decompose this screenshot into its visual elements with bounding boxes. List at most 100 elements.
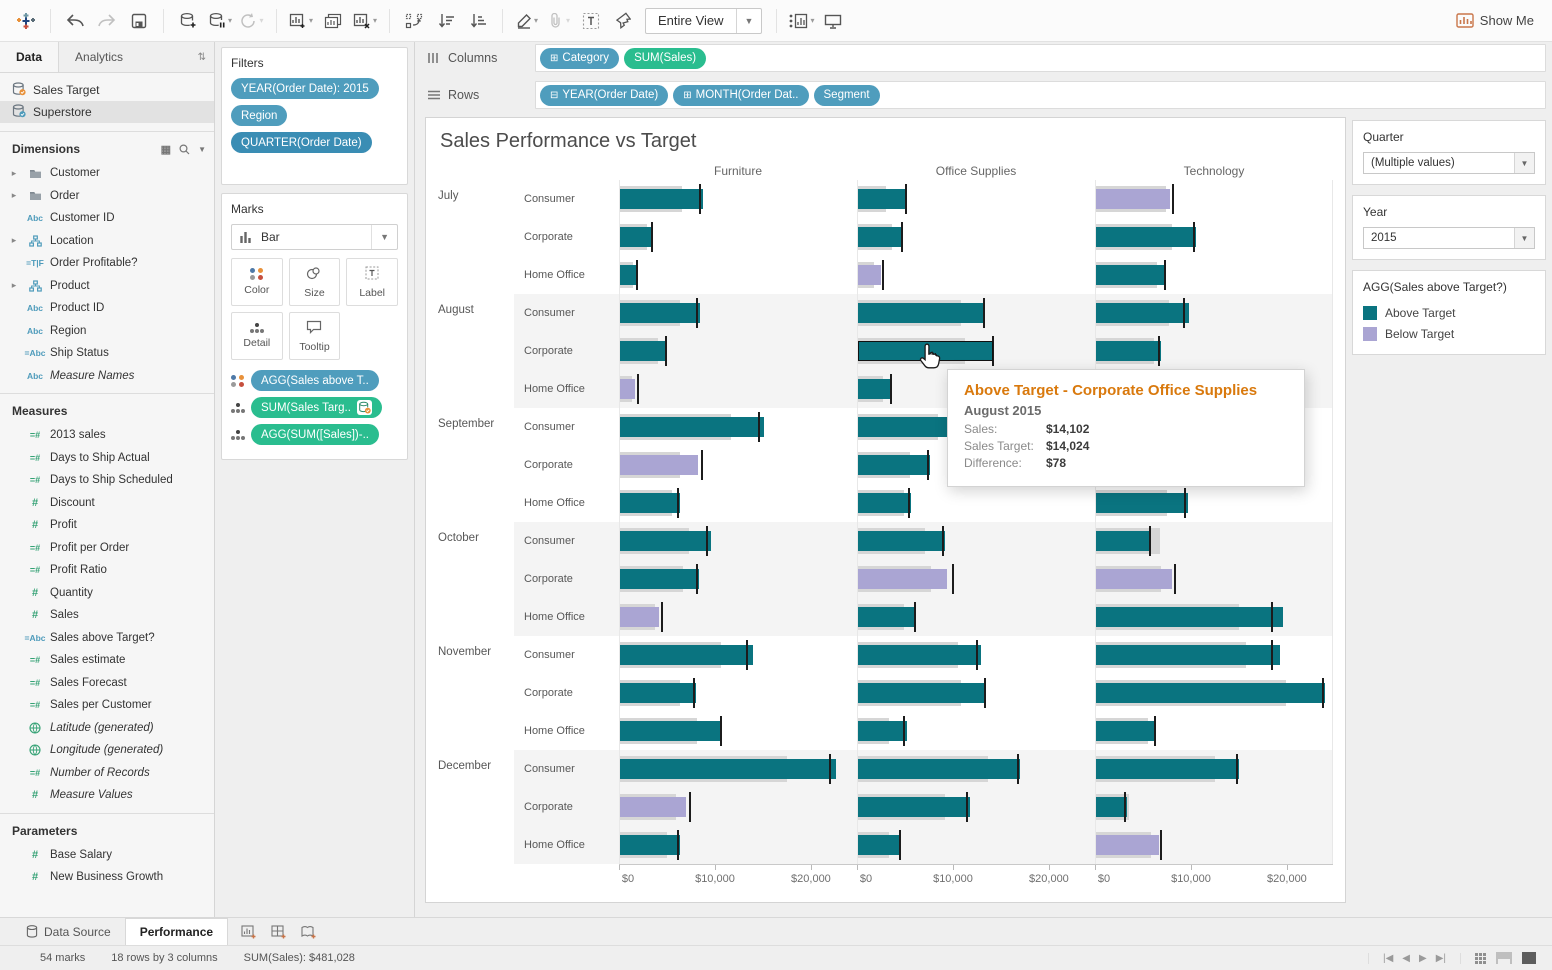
view-data-grid-icon[interactable]: ▦ — [160, 143, 172, 156]
highlight-button[interactable]: ▾ — [514, 6, 540, 36]
sales-bar[interactable] — [620, 607, 660, 627]
sales-bar[interactable] — [1096, 759, 1239, 779]
sales-bar[interactable] — [620, 721, 723, 741]
legend-item[interactable]: Above Target — [1363, 302, 1535, 323]
parameter-field[interactable]: # Base Salary — [0, 844, 214, 867]
clear-sheet-button[interactable]: ▾ — [352, 6, 378, 36]
sales-bar[interactable] — [858, 721, 907, 741]
columns-shelf-pill[interactable]: SUM(Sales) — [624, 47, 707, 69]
segment-label[interactable]: Consumer — [514, 750, 619, 788]
sales-bar[interactable] — [620, 417, 764, 437]
segment-label[interactable]: Corporate — [524, 231, 573, 243]
sales-bar[interactable] — [620, 341, 668, 361]
month-label[interactable] — [426, 256, 514, 294]
sales-bar[interactable] — [620, 759, 836, 779]
sales-bar[interactable] — [620, 645, 754, 665]
measure-field[interactable]: =# Profit Ratio — [0, 559, 214, 582]
mark-type-dropdown[interactable]: Bar ▼ — [231, 224, 398, 250]
datasource-item[interactable]: Sales Target — [0, 79, 214, 101]
sales-bar[interactable] — [858, 379, 892, 399]
legend-item[interactable]: Below Target — [1363, 323, 1535, 344]
measure-field[interactable]: =# 2013 sales — [0, 424, 214, 447]
measure-field[interactable]: =# Days to Ship Scheduled — [0, 469, 214, 492]
month-label[interactable] — [426, 712, 514, 750]
expander-icon[interactable]: ▸ — [11, 190, 17, 201]
dimension-field[interactable]: ▸ Product — [0, 275, 214, 298]
sales-bar[interactable] — [1096, 797, 1128, 817]
sales-bar[interactable] — [858, 455, 930, 475]
rows-shelf-pill[interactable]: ⊞ MONTH(Order Dat.. — [673, 84, 809, 106]
segment-label[interactable]: Corporate — [514, 332, 619, 370]
sales-bar[interactable] — [858, 227, 903, 247]
measure-field[interactable]: Longitude (generated) — [0, 739, 214, 762]
sort-ascending-button[interactable] — [433, 6, 459, 36]
show-mark-labels-button[interactable] — [578, 6, 604, 36]
pill-expand-icon[interactable]: ⊞ — [683, 89, 692, 101]
sales-bar[interactable] — [858, 759, 1021, 779]
sales-bar[interactable] — [620, 683, 696, 703]
measure-field[interactable]: =# Sales estimate — [0, 649, 214, 672]
sales-bar[interactable] — [1096, 341, 1161, 361]
month-label[interactable] — [426, 674, 514, 712]
fit-selector-caret-icon[interactable]: ▼ — [735, 8, 762, 33]
filter-pill[interactable]: Region — [231, 105, 288, 126]
x-axis-label[interactable]: $0 — [621, 873, 635, 885]
month-label[interactable]: December — [426, 750, 514, 788]
sales-bar[interactable] — [858, 265, 882, 285]
category-header[interactable]: Furniture — [713, 164, 763, 178]
month-label[interactable]: November — [426, 636, 514, 674]
year-dropdown-caret-icon[interactable]: ▼ — [1514, 228, 1534, 248]
dimension-field[interactable]: ▸ Order — [0, 185, 214, 208]
month-label[interactable] — [426, 484, 514, 522]
x-axis-label[interactable]: $20,000 — [1029, 873, 1069, 885]
measure-field[interactable]: =# Number of Records — [0, 762, 214, 785]
rows-shelf-pill[interactable]: ⊟ YEAR(Order Date) — [540, 84, 669, 106]
sales-bar[interactable] — [1096, 265, 1167, 285]
dimension-field[interactable]: Abc Measure Names — [0, 365, 214, 388]
tooltip-button[interactable]: Tooltip — [288, 312, 341, 360]
run-update-button[interactable]: ▾ — [239, 6, 265, 36]
dimension-field[interactable]: ▸ Customer — [0, 162, 214, 185]
sales-bar[interactable] — [858, 189, 907, 209]
segment-label[interactable]: Home Office — [514, 826, 619, 864]
sales-bar[interactable] — [1096, 721, 1156, 741]
pane-sort-icon[interactable]: ⇅ — [197, 51, 206, 63]
measure-field[interactable]: # Profit — [0, 514, 214, 537]
measure-field[interactable]: # Quantity — [0, 582, 214, 605]
month-label[interactable]: July — [426, 180, 514, 218]
new-dashboard-tab-button[interactable] — [266, 921, 292, 943]
sales-bar[interactable] — [620, 531, 711, 551]
measure-field[interactable]: =Abc Sales above Target? — [0, 627, 214, 650]
group-members-button[interactable]: ▾ — [546, 6, 572, 36]
sales-bar[interactable] — [1096, 835, 1160, 855]
segment-label[interactable]: Corporate — [524, 687, 573, 699]
dimension-field[interactable]: =T|F Order Profitable? — [0, 252, 214, 275]
sales-bar[interactable] — [620, 265, 638, 285]
new-data-source-button[interactable] — [175, 6, 201, 36]
month-label[interactable]: August — [426, 294, 514, 332]
sales-bar[interactable] — [858, 417, 965, 437]
sales-bar[interactable] — [858, 531, 946, 551]
sales-bar[interactable] — [620, 569, 700, 589]
sales-bar[interactable] — [858, 493, 912, 513]
category-header[interactable]: Office Supplies — [935, 164, 1017, 178]
month-label[interactable] — [426, 446, 514, 484]
columns-shelf-pill[interactable]: ⊞ Category — [540, 47, 620, 69]
segment-label[interactable]: Corporate — [524, 459, 573, 471]
dimension-field[interactable]: ▸ Location — [0, 230, 214, 253]
segment-label[interactable]: Home Office — [524, 269, 585, 281]
sales-bar[interactable] — [620, 303, 701, 323]
show-hide-cards-button[interactable]: ▾ — [788, 6, 814, 36]
color-button[interactable]: Color — [231, 258, 283, 306]
datasource-item[interactable]: Superstore — [0, 101, 214, 123]
tab-data-source[interactable]: Data Source — [12, 918, 125, 945]
sort-descending-button[interactable] — [465, 6, 491, 36]
x-axis-label[interactable]: $20,000 — [1267, 873, 1307, 885]
month-label[interactable] — [426, 826, 514, 864]
duplicate-sheet-button[interactable] — [320, 6, 346, 36]
segment-label[interactable]: Home Office — [524, 497, 585, 509]
detail-button[interactable]: Detail — [231, 312, 283, 360]
marks-pill[interactable]: AGG(Sales above T.. — [251, 370, 379, 391]
category-header[interactable]: Technology — [1183, 164, 1245, 178]
redo-button[interactable] — [94, 6, 120, 36]
